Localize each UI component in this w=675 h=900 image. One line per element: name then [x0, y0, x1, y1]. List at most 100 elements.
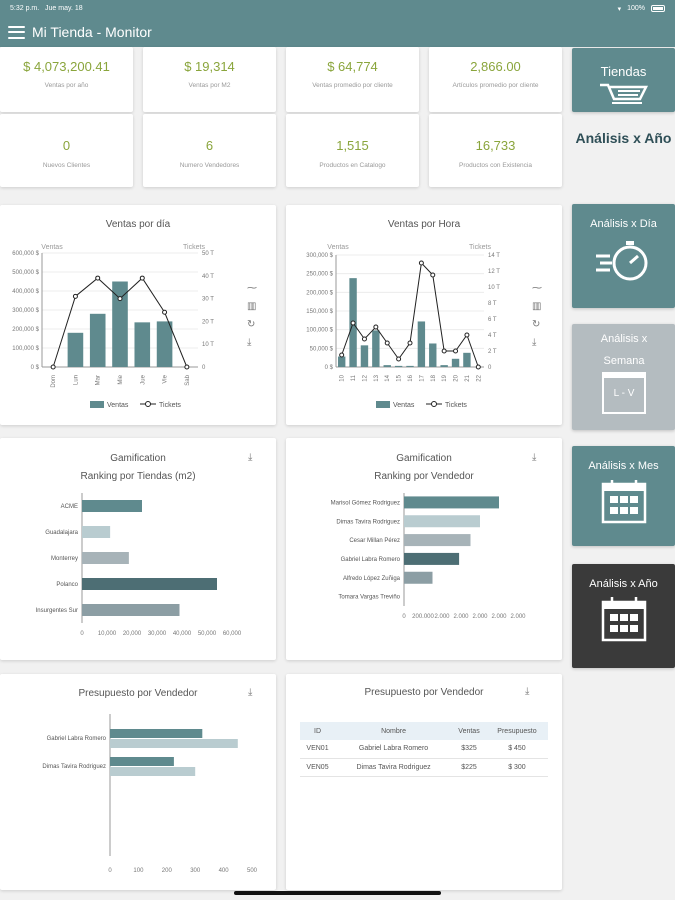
tickets-point	[418, 260, 424, 266]
tick-label-right: 4 T	[488, 333, 497, 339]
tick-label-x: 14	[385, 374, 391, 381]
refresh-icon[interactable]: ↻	[247, 319, 256, 330]
battery-level: 100%	[627, 5, 645, 12]
bar-chart-icon[interactable]: ▥	[247, 301, 257, 312]
tickets-point	[475, 364, 481, 370]
download-icon[interactable]: ⤓	[248, 687, 253, 698]
table-cell: Gabriel Labra Romero	[335, 740, 453, 759]
download-icon[interactable]: ⤓	[247, 337, 252, 348]
status-date: Jue may. 18	[45, 5, 83, 12]
bar	[404, 552, 460, 565]
tickets-point	[50, 364, 56, 370]
analisis-dia-button[interactable]: Análisis x Día	[572, 204, 675, 308]
kpi-label: Ventas por año	[44, 82, 89, 89]
chart-card-presupuesto: Presupuesto por Vendedor ⤓ 0 100 200 300 400…	[0, 674, 276, 890]
chart-card-ranking-tiendas: Gamification Ranking por Tiendas (m2) ⤓ …	[0, 438, 276, 660]
chart-title: Ventas por día	[105, 219, 171, 230]
kpi-label: Productos con Existencia	[459, 162, 532, 169]
chart-card-ventas-dia: Ventas por día Ventas Tickets 0 $ 100,000 $…	[0, 205, 276, 425]
tickets-point	[396, 356, 402, 362]
bar	[82, 552, 129, 564]
tick-label-right: 50 T	[202, 251, 214, 257]
tick-label-x: Lun	[73, 375, 79, 385]
tick-label-x: 20	[454, 374, 460, 381]
tick-label-x: 0	[108, 868, 112, 874]
tick-label-x: 20,000	[123, 631, 142, 637]
kpi-value: $ 4,073,200.41	[23, 59, 110, 74]
tick-label-x: 200	[162, 868, 173, 874]
bar	[440, 365, 448, 367]
tick-label-x: 10	[340, 374, 346, 381]
tick-label-x: 2.000	[491, 614, 507, 620]
axis-label-right: Tickets	[183, 244, 205, 251]
table-card-presupuesto: Presupuesto por Vendedor ⤓ ID Nombre Ven…	[286, 674, 562, 890]
tick-label-left: 0 $	[325, 365, 334, 371]
trend-icon[interactable]: ⁓	[247, 283, 257, 294]
table-cell: $225	[452, 758, 486, 777]
refresh-icon[interactable]: ↻	[532, 319, 541, 330]
bar	[360, 345, 369, 367]
kpi-label: Artículos promedio por cliente	[452, 82, 539, 89]
legend-label-tickets: Tickets	[445, 402, 467, 409]
download-icon[interactable]: ⤓	[525, 686, 530, 697]
download-icon[interactable]: ⤓	[532, 452, 537, 463]
tick-label-x: 19	[442, 374, 448, 381]
tick-label-left: 200,000 $	[12, 327, 39, 333]
tick-label-x: 300	[190, 868, 201, 874]
tick-label-left: 0 $	[31, 365, 40, 371]
tick-label-right: 20 T	[202, 319, 214, 325]
tick-label-x: 16	[408, 374, 414, 381]
bar	[82, 604, 180, 616]
table-title: Presupuesto por Vendedor	[364, 687, 484, 698]
tickets-point	[384, 340, 390, 346]
tick-label-x: Mar	[96, 375, 102, 385]
table-row[interactable]: VEN01 Gabriel Labra Romero $325 $ 450	[300, 740, 548, 759]
legend-swatch-tickets-point	[431, 401, 437, 407]
bar-chart-icon[interactable]: ▥	[532, 301, 542, 312]
tick-label-left: 400,000 $	[12, 289, 39, 295]
bar	[82, 578, 217, 590]
bar	[451, 358, 460, 367]
trend-icon[interactable]: ⁓	[532, 283, 542, 294]
app-title: Mi Tienda - Monitor	[32, 24, 152, 40]
tick-label-left: 300,000 $	[12, 308, 39, 314]
tickets-point	[350, 320, 356, 326]
table-row[interactable]: VEN05 Dimas Tavira Rodriguez $225 $ 300	[300, 758, 548, 777]
kpi-ventas-m2: $ 19,314 Ventas por M2	[143, 47, 276, 112]
tick-label-x: 2.000	[472, 614, 488, 620]
analisis-mes-label: Análisis x Mes	[588, 460, 659, 472]
chart-subtitle: Ranking por Tiendas (m2)	[80, 471, 196, 482]
analisis-anio-button[interactable]: Análisis x Año	[572, 564, 675, 668]
tickets-point	[162, 309, 168, 315]
tick-label-x: 50,000	[198, 631, 217, 637]
bar	[110, 729, 203, 738]
status-bar: 5:32 p.m. Jue may. 18 ▾ 100%	[0, 0, 675, 17]
download-icon[interactable]: ⤓	[248, 452, 253, 463]
menu-icon[interactable]	[8, 25, 25, 39]
bar	[404, 571, 433, 584]
bar	[110, 757, 174, 766]
table-header: Nombre	[335, 722, 453, 740]
kpi-label: Ventas promedio por cliente	[312, 82, 393, 89]
tickets-point	[184, 364, 190, 370]
tick-label-x: 11	[351, 374, 357, 381]
download-icon[interactable]: ⤓	[532, 337, 537, 348]
analisis-semana-button[interactable]: Análisis x Semana L - V	[572, 324, 675, 430]
analisis-mes-button[interactable]: Análisis x Mes	[572, 446, 675, 546]
tick-label-left: 500,000 $	[12, 270, 39, 276]
axis-label-right: Tickets	[469, 244, 491, 251]
tick-label-x: 21	[465, 374, 471, 381]
kpi-label: Ventas por M2	[188, 82, 231, 89]
category-label: Dimas Tavira Rodriguez	[42, 764, 106, 770]
tick-label-x: Dom	[51, 375, 57, 388]
home-indicator[interactable]	[234, 891, 441, 895]
legend-swatch-ventas	[90, 401, 104, 408]
category-label: Gabriel Labra Romero	[47, 736, 107, 742]
kpi-label: Numero Vendedores	[179, 162, 240, 169]
tick-label-right: 30 T	[202, 297, 214, 303]
tiendas-button[interactable]: Tiendas	[572, 48, 675, 112]
battery-icon	[651, 5, 665, 12]
tickets-point	[430, 272, 436, 278]
bar	[89, 313, 106, 367]
kpi-value: 2,866.00	[470, 59, 521, 74]
